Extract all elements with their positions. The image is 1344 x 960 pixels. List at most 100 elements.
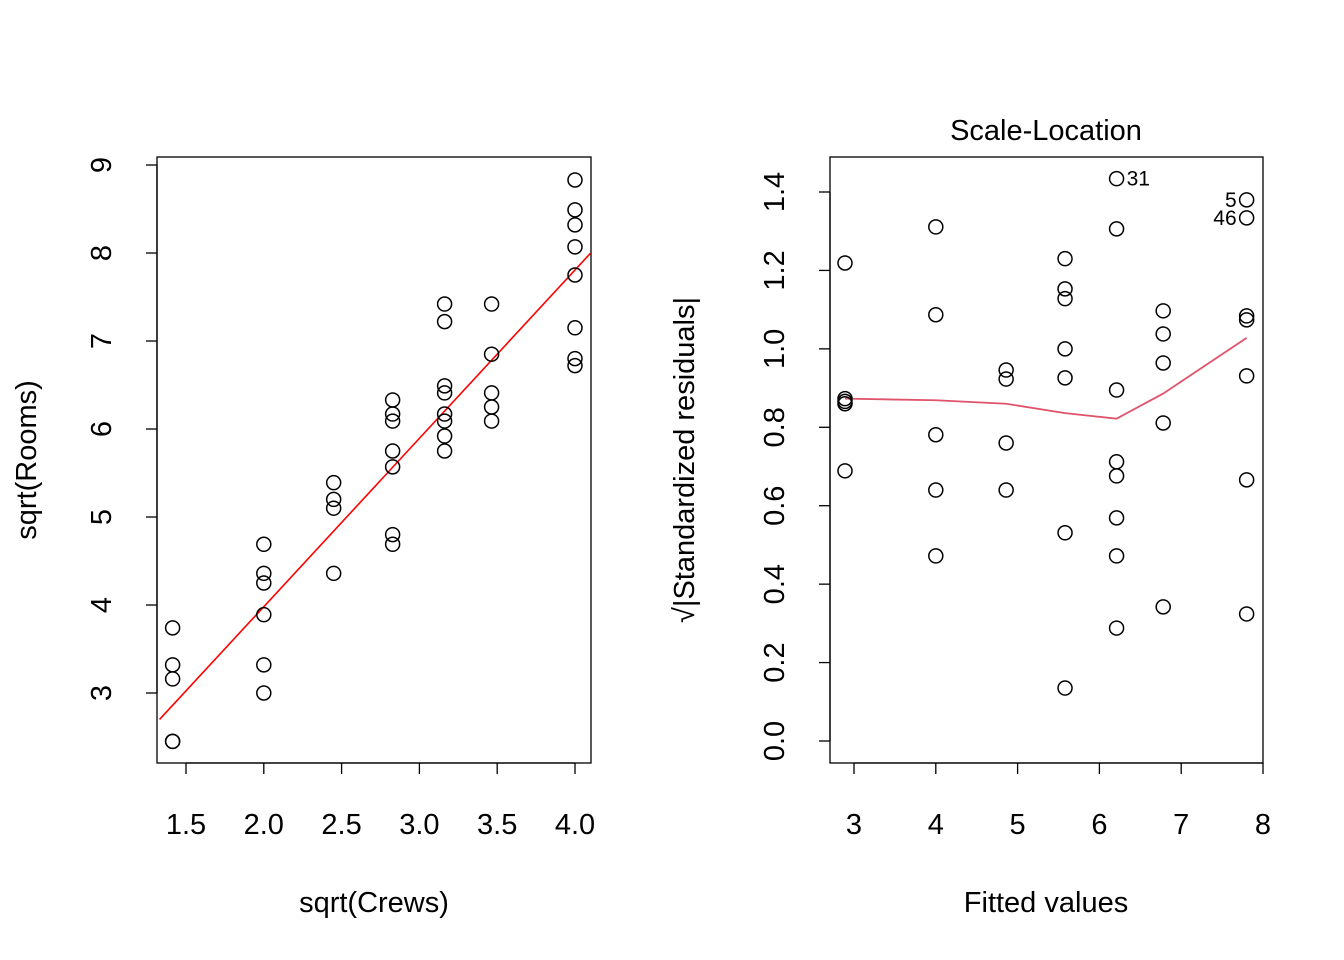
data-point bbox=[164, 733, 181, 750]
data-point bbox=[436, 428, 453, 444]
x-tick-label: 1.5 bbox=[166, 809, 206, 841]
data-point bbox=[928, 548, 944, 564]
data-point bbox=[1238, 472, 1255, 488]
data-point bbox=[384, 406, 401, 422]
data-point bbox=[567, 267, 583, 283]
data-point bbox=[1238, 312, 1255, 328]
x-tick-label: 3.5 bbox=[477, 809, 517, 841]
data-point bbox=[567, 357, 583, 374]
data-point bbox=[325, 500, 342, 516]
x-tick-label: 3.0 bbox=[399, 809, 439, 841]
y-axis-label: √|Standardized residuals| bbox=[669, 297, 701, 623]
data-point bbox=[1108, 548, 1125, 564]
data-point bbox=[928, 482, 944, 498]
y-tick-label: 7 bbox=[86, 333, 118, 349]
y-tick-label: 1.0 bbox=[759, 329, 791, 369]
data-point bbox=[1155, 599, 1171, 615]
data-point bbox=[1238, 308, 1255, 324]
x-tick-label: 4.0 bbox=[555, 809, 595, 841]
data-point bbox=[483, 296, 500, 312]
y-tick-label: 6 bbox=[86, 421, 118, 437]
regression-line bbox=[158, 252, 592, 721]
x-axis-label: sqrt(Crews) bbox=[299, 887, 449, 919]
data-point bbox=[1108, 221, 1125, 237]
plot-frame bbox=[829, 156, 1264, 764]
y-axis-label: sqrt(Rooms) bbox=[11, 380, 43, 540]
data-point bbox=[928, 306, 944, 323]
x-axis-label: Fitted values bbox=[964, 887, 1128, 919]
data-point bbox=[256, 606, 272, 623]
data-point bbox=[998, 482, 1014, 498]
data-point bbox=[256, 565, 272, 582]
data-point bbox=[483, 385, 500, 401]
data-point bbox=[384, 413, 401, 429]
point-label: 5 bbox=[1225, 189, 1237, 212]
data-point bbox=[483, 399, 500, 415]
data-point bbox=[928, 219, 944, 235]
data-point bbox=[998, 435, 1014, 451]
data-point bbox=[436, 413, 453, 429]
x-tick-label: 2.0 bbox=[244, 809, 284, 841]
data-point bbox=[325, 474, 342, 491]
data-point bbox=[567, 239, 583, 255]
data-point bbox=[1238, 210, 1255, 226]
data-point bbox=[1057, 250, 1073, 267]
y-tick-label: 3 bbox=[86, 685, 118, 701]
x-tick-label: 4 bbox=[928, 809, 944, 841]
y-tick-label: 1.4 bbox=[759, 172, 791, 212]
data-point bbox=[1057, 341, 1073, 357]
data-point bbox=[256, 657, 272, 673]
data-point bbox=[1108, 620, 1125, 636]
data-point bbox=[384, 526, 401, 543]
data-point bbox=[1057, 370, 1073, 386]
y-tick-label: 0.8 bbox=[759, 407, 791, 447]
data-point bbox=[436, 313, 453, 330]
data-point bbox=[837, 255, 853, 271]
smooth-line bbox=[844, 337, 1248, 420]
x-tick-label: 8 bbox=[1255, 809, 1271, 841]
x-tick-label: 2.5 bbox=[321, 809, 361, 841]
data-point bbox=[256, 575, 272, 591]
data-point bbox=[384, 536, 401, 553]
data-point bbox=[567, 320, 583, 336]
data-point bbox=[483, 413, 500, 429]
point-label: 31 bbox=[1127, 168, 1150, 191]
point-label: 46 bbox=[1213, 207, 1236, 230]
chart-title: Scale-Location bbox=[950, 115, 1142, 147]
data-point bbox=[1057, 281, 1073, 297]
data-point bbox=[567, 350, 583, 367]
data-point bbox=[1238, 606, 1255, 622]
data-point bbox=[164, 620, 181, 636]
data-point bbox=[325, 565, 342, 582]
data-point bbox=[256, 536, 272, 553]
data-point bbox=[164, 671, 181, 687]
panel-1: 1.5 2.0 2.5 3.0 3.5 4.0 3 4 5 6 7 8 9 sqrt(Crews) sqrt… bbox=[11, 156, 595, 919]
data-point bbox=[436, 296, 453, 312]
data-point bbox=[436, 385, 453, 401]
data-point bbox=[1238, 192, 1255, 208]
data-point bbox=[1057, 680, 1073, 696]
data-point bbox=[1155, 303, 1171, 319]
y-tick-label: 0.2 bbox=[759, 642, 791, 682]
data-point bbox=[837, 396, 853, 412]
data-point bbox=[436, 378, 453, 394]
plot-frame bbox=[156, 156, 592, 764]
data-point bbox=[384, 392, 401, 408]
data-point bbox=[1155, 415, 1171, 431]
data-point bbox=[1108, 382, 1125, 398]
y-tick-label: 0.0 bbox=[759, 721, 791, 761]
data-point bbox=[436, 406, 453, 422]
data-point bbox=[325, 491, 342, 508]
x-tick-label: 7 bbox=[1173, 809, 1189, 841]
data-point bbox=[256, 685, 272, 701]
data-point bbox=[483, 346, 500, 362]
data-point bbox=[998, 371, 1014, 387]
y-tick-label: 0.6 bbox=[759, 486, 791, 526]
data-point bbox=[436, 443, 453, 459]
data-point bbox=[998, 362, 1014, 378]
data-point bbox=[837, 463, 853, 479]
data-point bbox=[164, 657, 181, 673]
data-point bbox=[1057, 290, 1073, 307]
panel-2: 3 4 5 6 7 8 0.0 0.2 0.4 0.6 0.8 1.0 1.2 1.4 Fitted val… bbox=[669, 115, 1271, 919]
data-point bbox=[384, 443, 401, 459]
